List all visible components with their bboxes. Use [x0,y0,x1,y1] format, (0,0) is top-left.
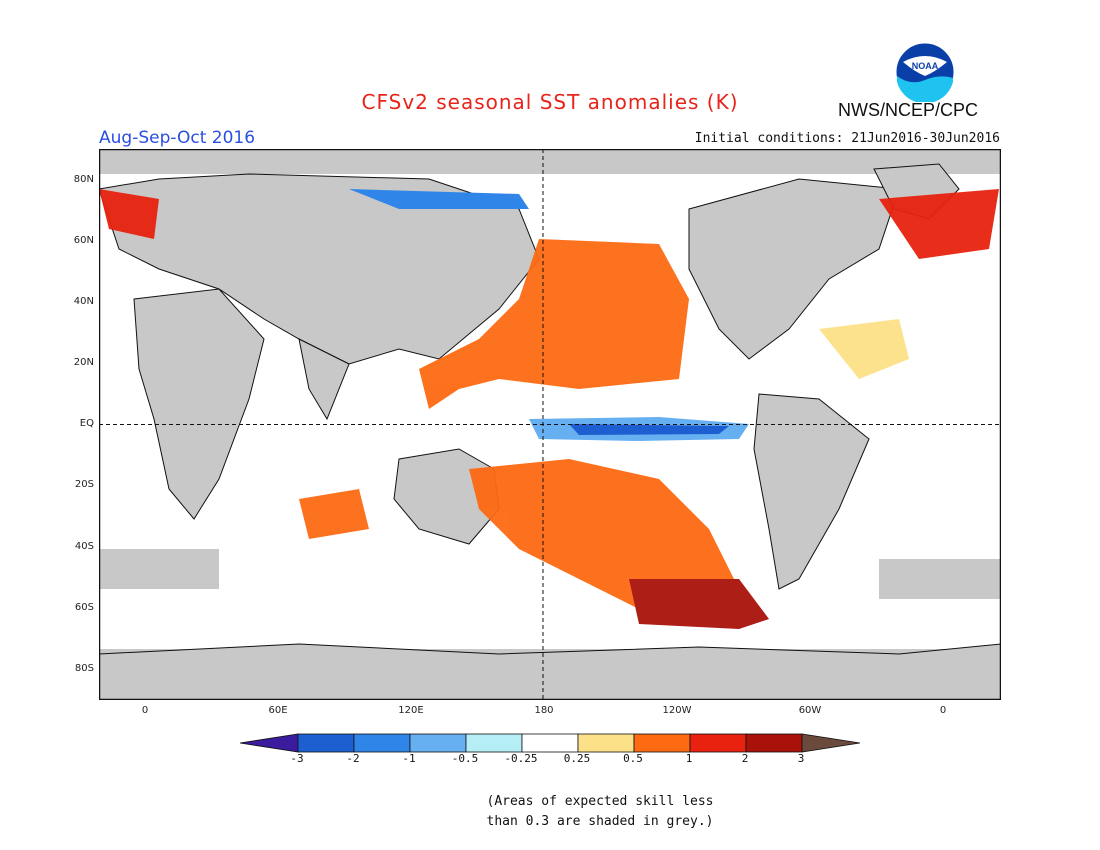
colorbar-segment [745,733,803,753]
colorbar-segment [353,733,411,753]
lat-label: 40N [73,296,94,307]
lat-label: 60S [74,602,94,613]
noaa-logo-text: NOAA [912,61,939,71]
colorbar-segment [297,733,355,753]
lat-label: 20N [73,357,94,368]
lat-label: 20S [74,479,94,490]
lat-label: 80N [73,174,94,185]
colorbar-segment [577,733,635,753]
colorbar-tick: 0.5 [623,752,643,765]
warm-anomalies [99,189,999,629]
colorbar-tick: -2 [346,752,360,765]
chart-title: CFSv2 seasonal SST anomalies (K) [361,90,739,114]
skill-note-line1: (Areas of expected skill less [486,794,714,809]
colorbar-tick: -0.5 [451,752,479,765]
lon-label: 60E [268,705,288,716]
lat-label: 40S [74,541,94,552]
colorbar-tick: 1 [685,752,693,765]
sst-anomaly-map [98,148,1002,701]
colorbar-segment [689,733,747,753]
lon-label: 120W [662,705,692,716]
lon-label: 0 [939,705,947,716]
noaa-logo: NOAA [895,42,955,104]
season-label: Aug-Sep-Oct 2016 [99,128,256,148]
colorbar-tick: -3 [290,752,304,765]
colorbar-segment [409,733,467,753]
colorbar-segment [521,733,579,753]
colorbar-tick: 2 [741,752,749,765]
skill-note: (Areas of expected skill less than 0.3 a… [440,792,760,832]
colorbar-segment [465,733,523,753]
lat-label: 60N [73,235,94,246]
initial-conditions-label: Initial conditions: 21Jun2016-30Jun2016 [694,131,1000,146]
colorbar-segment [633,733,691,753]
colorbar-tick: -0.25 [504,752,538,765]
lon-label: 60W [798,705,822,716]
colorbar-tick: 0.25 [563,752,591,765]
colorbar-tick: -1 [402,752,416,765]
lon-label: 180 [534,705,554,716]
agency-label: NWS/NCEP/CPC [838,100,979,120]
lon-label: 0 [141,705,149,716]
colorbar-segment [239,733,299,753]
skill-note-line2: than 0.3 are shaded in grey.) [486,814,714,829]
lat-label: 80S [74,663,94,674]
lat-label: EQ [79,418,94,429]
colorbar [238,733,863,763]
lon-label: 120E [398,705,424,716]
colorbar-tick: 3 [797,752,805,765]
colorbar-segment [801,733,861,753]
